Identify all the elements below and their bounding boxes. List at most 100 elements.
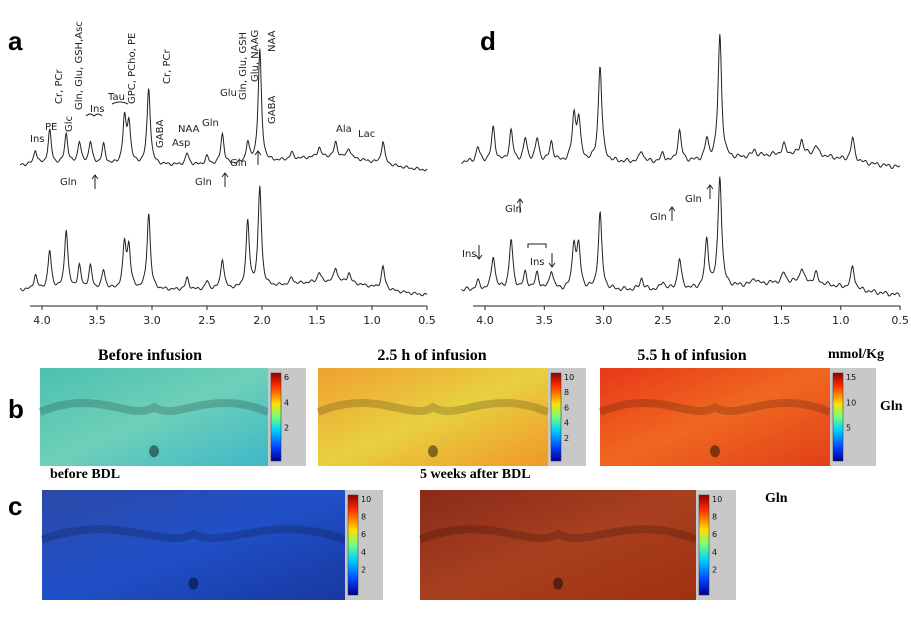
map-title: before BDL [50, 467, 120, 482]
shift-label: Gln [685, 194, 702, 205]
map-structure [149, 445, 159, 458]
arrow-head [221, 172, 229, 178]
peak-labels: Ins PE Cr, PCr Glc Gln, Glu, GSH,Asc Ins… [30, 21, 375, 149]
map-structure [428, 445, 438, 458]
peak-label: Ala [336, 124, 352, 135]
map-title: 5.5 h of infusion [637, 347, 746, 364]
colorbar-tick: 4 [712, 548, 717, 557]
map [42, 490, 345, 600]
x-tick-label: 3.5 [88, 314, 106, 327]
colorbar-tick: 10 [712, 495, 722, 504]
spectrum [19, 48, 428, 172]
panel-label: c [8, 491, 22, 521]
colorbar-tick: 10 [564, 373, 574, 382]
panel-label: d [480, 26, 496, 56]
shift-label: Gln [195, 177, 212, 188]
colorbar-tick: 15 [846, 373, 856, 382]
peak-label: NAA [178, 124, 200, 135]
colorbar-tick: 4 [361, 548, 366, 557]
panel-label: b [8, 394, 24, 424]
map [318, 368, 548, 466]
arrow-head [254, 150, 262, 156]
x-tick-label: 0.5 [891, 314, 909, 327]
map-structure [710, 445, 720, 458]
colorbar-tick: 8 [361, 513, 366, 522]
x-tick-label: 2.0 [713, 314, 731, 327]
colorbar-tick: 2 [712, 565, 717, 574]
peak-label: GABA [155, 120, 166, 148]
peak-label: Ins [30, 134, 45, 145]
metabolite-label: Gln [880, 399, 903, 414]
peak-label: GABA [267, 96, 278, 124]
colorbar [832, 372, 844, 462]
shift-label: Ins [462, 249, 477, 260]
colorbar-tick: 6 [564, 403, 569, 412]
colorbar-tick: 8 [564, 388, 569, 397]
map-title: 5 weeks after BDL [420, 467, 531, 482]
colorbar-tick: 4 [564, 419, 569, 428]
colorbar-tick: 6 [361, 530, 366, 539]
shift-label: Gln [650, 212, 667, 223]
peak-label: PE [45, 122, 57, 133]
colorbar [347, 494, 359, 596]
colorbar-tick: 2 [564, 434, 569, 443]
x-tick-label: 3.5 [536, 314, 554, 327]
map-structure [316, 399, 550, 416]
peak-label: Cr, PCr [54, 69, 65, 104]
x-tick-label: 1.0 [832, 314, 850, 327]
peak-label: Glu, NAAG [250, 30, 261, 82]
peak-label: Gln [202, 118, 219, 129]
arrow-head [516, 198, 524, 204]
arrow-head [91, 174, 99, 180]
x-tick-label: 2.0 [253, 314, 271, 327]
shift-label: Ins [530, 257, 545, 268]
x-tick-label: 3.0 [595, 314, 613, 327]
peak-label: GPC, PCho, PE [127, 33, 138, 104]
peak-label: Gln, Glu, GSH [238, 32, 249, 100]
map [40, 368, 268, 466]
peak-label: NAA [267, 30, 278, 52]
x-tick-label: 4.0 [476, 314, 494, 327]
colorbar [550, 372, 562, 462]
map-structure [553, 577, 563, 590]
x-tick-label: 1.0 [363, 314, 381, 327]
peak-label: Glu [220, 88, 237, 99]
map [420, 490, 696, 600]
spectrum [461, 176, 901, 298]
x-tick-label: 1.5 [308, 314, 326, 327]
peak-label: Cr, PCr [162, 49, 173, 84]
arrow-head [668, 206, 676, 212]
metabolite-label: Gln [765, 491, 788, 506]
shift-label: Gln [505, 204, 522, 215]
arrow-head [548, 262, 556, 268]
spectrum [19, 185, 428, 297]
x-tick-label: 1.5 [773, 314, 791, 327]
colorbar-tick: 4 [284, 398, 289, 407]
colorbar-tick: 2 [361, 565, 366, 574]
x-tick-label: 0.5 [418, 314, 436, 327]
unit-label: mmol/Kg [828, 347, 884, 362]
map [600, 368, 830, 466]
peak-label: Tau [107, 92, 125, 103]
colorbar-tick: 10 [361, 495, 371, 504]
spectrum [461, 34, 901, 170]
colorbar [698, 494, 710, 596]
bracket [527, 243, 547, 248]
map-structure [38, 399, 270, 416]
peak-label: Glc [64, 116, 75, 132]
peak-label: Ins [90, 104, 105, 115]
colorbar-tick: 5 [846, 424, 851, 433]
x-tick-label: 2.5 [654, 314, 672, 327]
colorbar-tick: 8 [712, 513, 717, 522]
arrow-head [706, 184, 714, 190]
peak-label: Lac [358, 129, 375, 140]
x-tick-label: 2.5 [198, 314, 216, 327]
map-structure [598, 399, 832, 416]
colorbar-tick: 6 [712, 530, 717, 539]
colorbar-tick: 6 [284, 373, 289, 382]
colorbar-tick: 2 [284, 424, 289, 433]
map-title: 2.5 h of infusion [377, 347, 486, 364]
map-structure [40, 525, 347, 544]
map-title: Before infusion [98, 347, 202, 364]
